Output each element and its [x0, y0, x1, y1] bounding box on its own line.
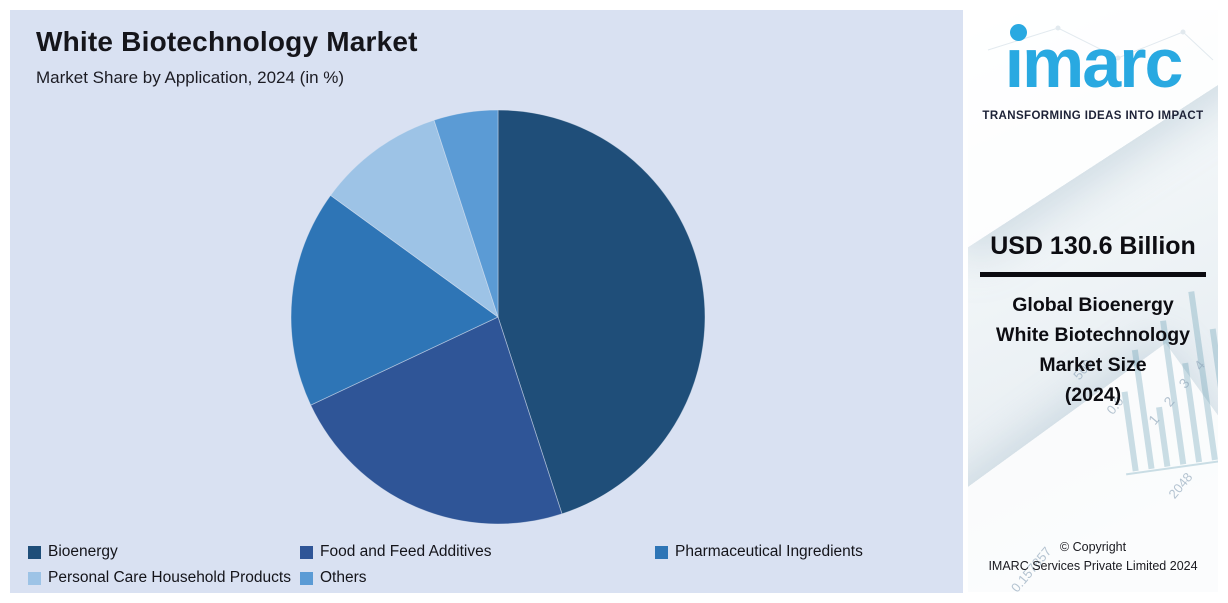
- legend-item-food-and-feed-additives: Food and Feed Additives: [300, 543, 491, 561]
- pie-slice-3: [329, 119, 499, 319]
- pie-slice-0: [497, 109, 706, 515]
- caption-line: White Biotechnology: [996, 324, 1190, 346]
- legend-label: Others: [320, 569, 367, 586]
- legend-swatch-bioenergy: [28, 545, 41, 559]
- caption-line: (2024): [1064, 384, 1122, 406]
- copyright-line: © Copyright: [1059, 540, 1127, 554]
- legend-label: Bioenergy: [48, 543, 118, 560]
- legend-swatch-others: [300, 571, 313, 585]
- pie-slice-1: [310, 316, 563, 525]
- divider-line: [980, 272, 1206, 277]
- legend-item-pharmaceutical-ingredients: Pharmaceutical Ingredients: [655, 543, 863, 561]
- legend-item-personal-care-household-products: Personal Care Household Products: [28, 569, 291, 587]
- page-title: White Biotechnology Market: [36, 26, 418, 57]
- legend-label: Food and Feed Additives: [320, 543, 492, 560]
- pie-chart: [290, 109, 706, 525]
- market-value: USD 130.6 Billion: [990, 232, 1196, 260]
- legend-swatch-personal-care-household-products: [28, 571, 41, 585]
- logo-text: ımarc: [1004, 24, 1184, 102]
- logo-tagline: TRANSFORMING IDEAS INTO IMPACT: [982, 110, 1204, 122]
- caption-line: Global Bioenergy: [1012, 294, 1174, 316]
- sidebar: 500 0.0 1 2 3 4 0.157857 2048 ımarc TRAN…: [968, 10, 1218, 592]
- chart-panel: White Biotechnology Market Market Share …: [10, 10, 963, 593]
- watermark-number: 2048: [1165, 469, 1196, 502]
- logo-i-dot-icon: [1009, 24, 1027, 41]
- legend-swatch-food-and-feed-additives: [300, 545, 313, 559]
- pie-slice-2: [290, 194, 499, 406]
- legend-swatch-pharmaceutical-ingredients: [655, 545, 668, 559]
- market-caption: Global Bioenergy White Biotechnology Mar…: [968, 290, 1218, 410]
- page-subtitle: Market Share by Application, 2024 (in %): [36, 68, 345, 87]
- copyright-line: IMARC Services Private Limited 2024: [988, 559, 1198, 573]
- legend-item-bioenergy: Bioenergy: [28, 543, 118, 561]
- caption-line: Market Size: [1039, 354, 1147, 376]
- legend-item-others: Others: [300, 569, 367, 587]
- legend-label: Personal Care Household Products: [48, 569, 291, 586]
- imarc-logo: ımarc: [968, 24, 1218, 102]
- legend-label: Pharmaceutical Ingredients: [675, 543, 863, 560]
- pie-slice-4: [433, 109, 499, 318]
- copyright: © Copyright IMARC Services Private Limit…: [968, 538, 1218, 576]
